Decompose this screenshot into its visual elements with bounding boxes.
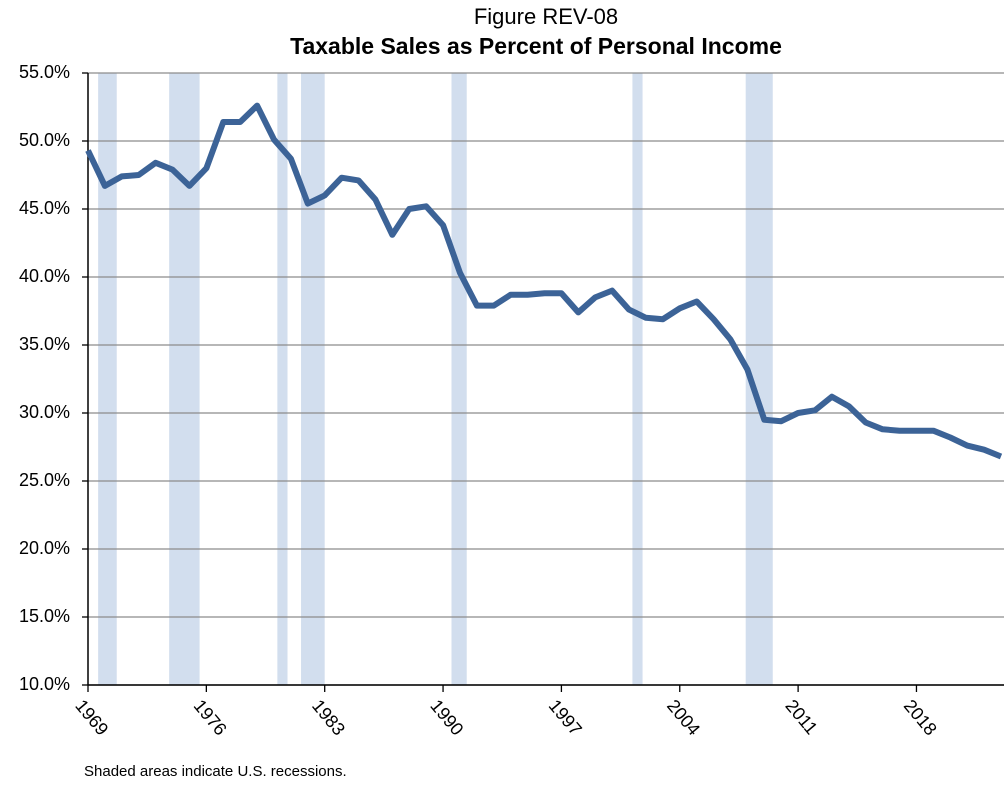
footnote: Shaded areas indicate U.S. recessions. [84, 763, 347, 780]
y-tick-label: 25.0% [19, 470, 70, 490]
recession-band [169, 73, 200, 685]
chart-title: Figure REV-08 [474, 4, 618, 29]
recession-band [301, 73, 325, 685]
y-tick-label: 55.0% [19, 62, 70, 82]
y-tick-label: 15.0% [19, 606, 70, 626]
x-tick-label: 2011 [781, 696, 821, 739]
y-tick-label: 35.0% [19, 334, 70, 354]
x-tick-label: 1969 [71, 696, 112, 740]
y-tick-label: 50.0% [19, 130, 70, 150]
y-tick-label: 20.0% [19, 538, 70, 558]
x-tick-label: 2018 [900, 696, 941, 740]
x-tick-label: 2004 [663, 696, 704, 740]
y-tick-label: 45.0% [19, 198, 70, 218]
recession-band [277, 73, 288, 685]
y-tick-label: 10.0% [19, 674, 70, 694]
chart-subtitle: Taxable Sales as Percent of Personal Inc… [290, 33, 782, 59]
x-tick-label: 1983 [308, 696, 349, 740]
recession-band [451, 73, 467, 685]
x-tick-label: 1990 [426, 696, 467, 740]
data-line [85, 102, 1003, 460]
y-tick-label: 40.0% [19, 266, 70, 286]
x-tick-label: 1997 [545, 696, 586, 740]
y-tick-label: 30.0% [19, 402, 70, 422]
x-tick-label: 1976 [190, 696, 231, 740]
recession-band [632, 73, 643, 685]
recession-band [98, 73, 117, 685]
